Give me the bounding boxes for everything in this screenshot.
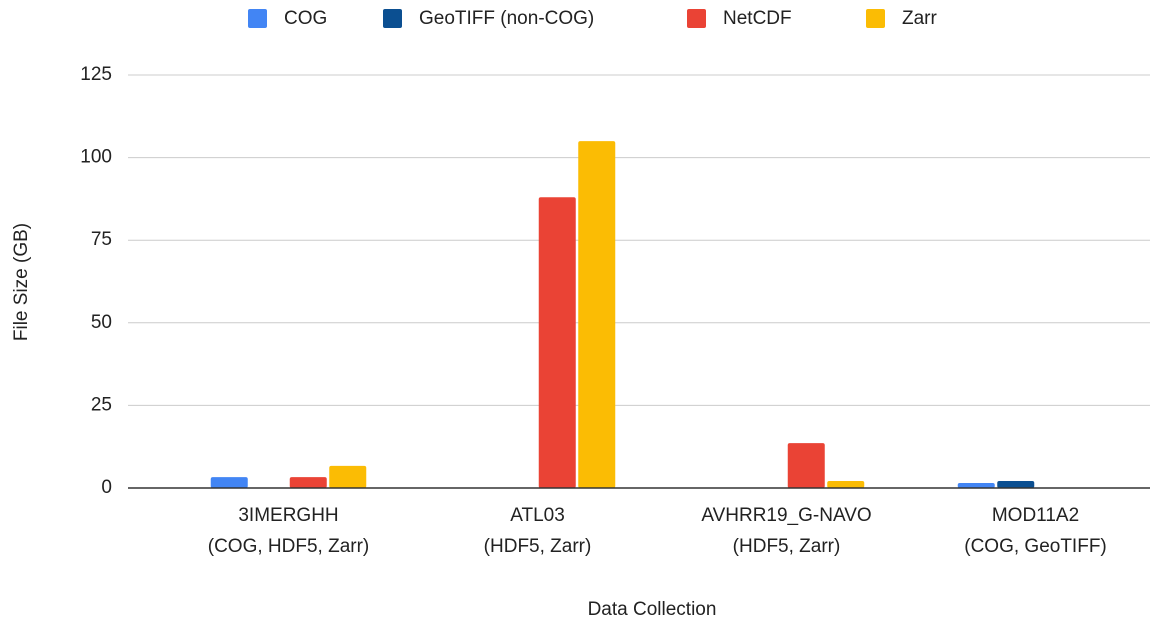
legend-swatch	[248, 9, 267, 28]
legend-label: COG	[284, 8, 327, 29]
legend-label: NetCDF	[723, 8, 792, 29]
y-tick-label: 50	[91, 312, 112, 333]
legend-swatch	[866, 9, 885, 28]
x-tick-label: (COG, GeoTIFF)	[964, 536, 1107, 557]
x-tick-label: (HDF5, Zarr)	[733, 536, 841, 557]
legend-swatch	[383, 9, 402, 28]
x-tick-label: ATL03	[510, 505, 565, 526]
x-tick-label: 3IMERGHH	[238, 505, 338, 526]
legend-label: GeoTIFF (non-COG)	[419, 8, 594, 29]
legend-swatch	[687, 9, 706, 28]
x-axis-label: Data Collection	[588, 599, 717, 620]
y-tick-label: 125	[80, 64, 112, 85]
bar	[210, 477, 248, 488]
legend-label: Zarr	[902, 8, 938, 29]
bar	[787, 443, 825, 488]
bar	[329, 465, 367, 488]
y-tick-label: 25	[91, 394, 112, 415]
bar	[997, 481, 1035, 488]
y-tick-label: 75	[91, 229, 112, 250]
bar	[578, 141, 616, 488]
bar	[289, 477, 327, 488]
x-tick-label: MOD11A2	[992, 505, 1079, 526]
y-axis-label: File Size (GB)	[11, 223, 32, 341]
bar	[538, 197, 576, 489]
y-tick-label: 0	[101, 477, 112, 498]
bar	[957, 483, 995, 488]
y-tick-label: 100	[80, 147, 112, 168]
x-tick-label: (COG, HDF5, Zarr)	[208, 536, 370, 557]
x-tick-label: (HDF5, Zarr)	[484, 536, 592, 557]
bar	[827, 481, 865, 488]
x-tick-label: AVHRR19_G-NAVO	[701, 505, 871, 526]
